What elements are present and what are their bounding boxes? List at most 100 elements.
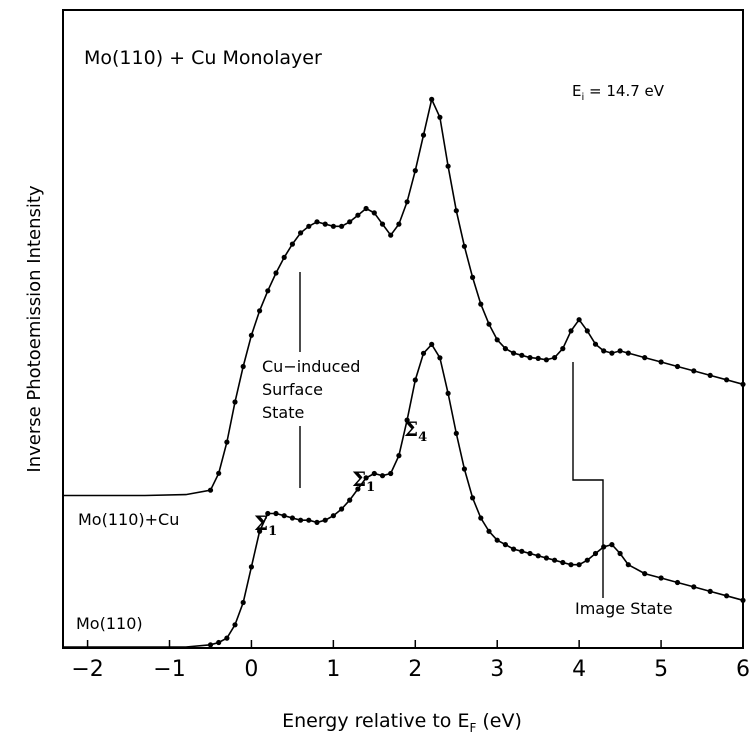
data-point [740,597,746,603]
sigma1-label-low: Σ1 [254,511,277,539]
data-point [724,377,730,383]
data-point [412,168,418,174]
data-point [396,221,402,227]
data-point [306,517,312,523]
data-point [240,599,246,606]
data-point [298,230,304,236]
data-point [552,355,558,361]
data-point [248,564,254,570]
data-point [560,346,566,352]
data-point [371,470,377,477]
data-point [691,368,697,374]
data-point [339,223,345,229]
x-tick-label: 5 [654,657,668,682]
data-point [658,359,664,365]
data-point [232,622,238,628]
data-point [535,553,541,559]
data-point [453,430,459,436]
x-tick-label: 6 [736,657,750,682]
data-point [379,221,386,227]
surface-state-line-2: Surface [262,380,323,399]
x-tick-label: 1 [326,657,340,682]
data-point [322,221,328,227]
x-axis-label-unit: (eV) [476,710,522,732]
image-state-label: Image State [575,599,673,618]
data-point [625,562,631,568]
data-point [363,205,369,212]
data-point [388,232,394,238]
data-point [453,208,459,214]
x-axis-label-main: Energy relative to E [282,710,469,732]
data-point [642,355,648,361]
data-point [298,517,304,523]
incident-energy-value: = 14.7 eV [584,82,664,100]
incident-energy-subscript: i [581,92,584,103]
data-point [527,550,533,557]
plot-frame [62,9,744,649]
sigma1-low-symbol: Σ [254,511,268,535]
data-point [543,357,550,363]
data-point [609,350,615,356]
data-point [281,513,287,519]
data-point [486,528,492,534]
data-point [420,132,427,138]
incident-energy-label: Ei = 14.7 eV [572,82,665,103]
data-point [445,390,451,396]
x-tick-label: 0 [244,657,258,682]
data-point [404,417,410,423]
data-point [502,346,508,352]
data-point [658,575,664,581]
data-point [207,487,214,493]
data-point [576,317,582,323]
data-point [437,114,443,120]
sigma1-label-mid: Σ1 [352,467,375,495]
sigma4-label: Σ4 [404,417,427,445]
data-point [232,399,238,405]
data-point [420,350,427,356]
data-point [322,517,328,523]
data-point [560,559,566,566]
data-point [265,288,271,294]
data-point [265,510,271,517]
data-point [257,308,263,314]
data-point [330,223,336,229]
x-tick-labels: −2 −1 0 1 2 3 4 5 6 [71,657,750,682]
data-point [412,377,418,383]
data-point [510,350,517,356]
data-point [289,241,295,247]
data-point [257,528,263,534]
data-point [355,212,361,218]
data-point [576,562,582,568]
data-point [429,96,435,102]
data-point [470,495,476,501]
data-point [617,348,623,354]
data-point [240,363,246,370]
data-point [502,542,508,548]
data-point [724,593,730,599]
data-point [486,321,492,327]
data-point [568,562,574,568]
x-tick-label: 4 [572,657,586,682]
data-point [674,363,681,370]
data-point [478,515,484,521]
data-point [543,555,550,561]
x-axis-label: Energy relative to EF (eV) [282,710,522,735]
data-point [740,381,746,387]
data-point [478,301,484,307]
data-point [461,466,467,472]
data-point [642,571,648,577]
data-point [347,219,353,225]
data-point [224,635,230,641]
data-point [470,274,476,280]
chart-title: Mo(110) + Cu Monolayer [84,47,322,69]
data-point [371,210,377,216]
x-ticks [86,640,744,648]
data-point [445,163,451,169]
data-point [691,584,697,590]
x-tick-label: 3 [490,657,504,682]
data-point [379,473,386,479]
data-point [216,639,222,646]
data-point [404,199,410,205]
data-point [568,328,574,334]
